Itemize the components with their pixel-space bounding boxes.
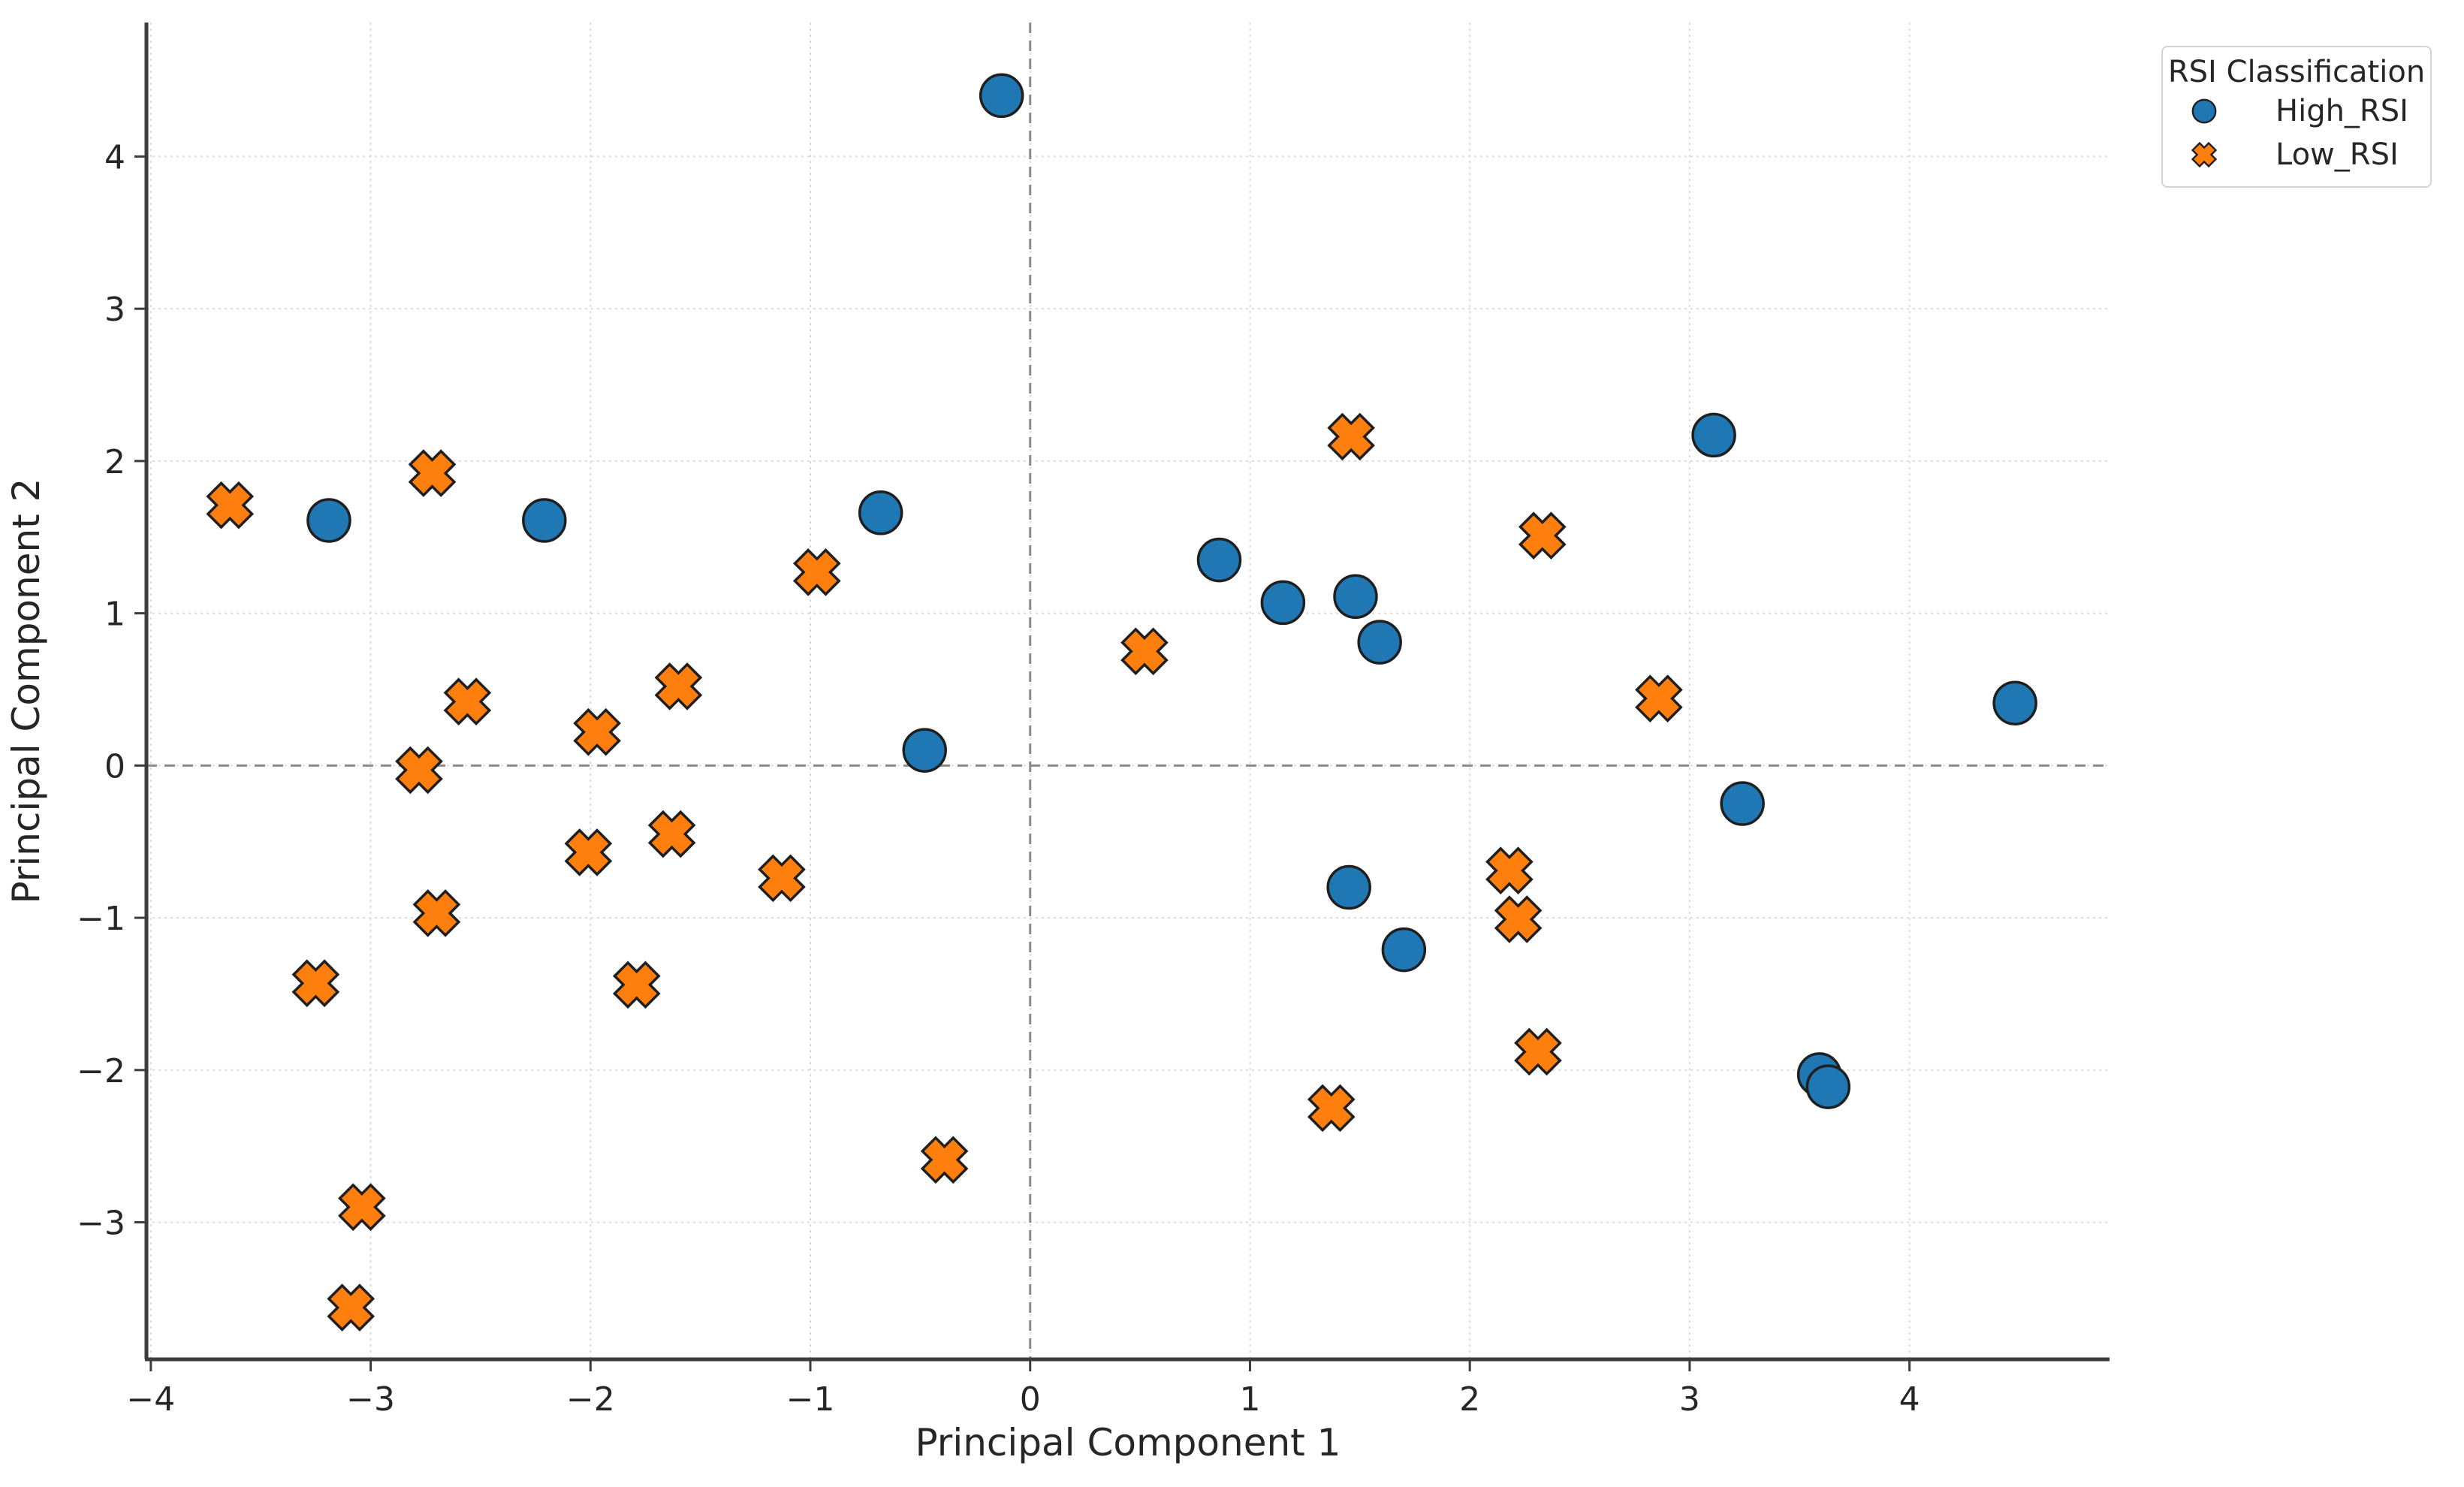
scatter-point-low_rsi bbox=[564, 828, 613, 876]
scatter-point-high_rsi bbox=[1260, 580, 1306, 626]
x-axis-label: Principal Component 1 bbox=[915, 1421, 1341, 1464]
scatter-point-low_rsi bbox=[1120, 627, 1169, 676]
scatter-point-low_rsi bbox=[206, 481, 255, 529]
scatter-point-low_rsi bbox=[1307, 1084, 1356, 1133]
scatter-point-high_rsi bbox=[1720, 781, 1765, 826]
scatter-point-low_rsi bbox=[573, 707, 621, 756]
y-tick-label: 3 bbox=[104, 291, 125, 329]
y-tick-label: 1 bbox=[104, 596, 125, 634]
scatter-point-high_rsi bbox=[1805, 1064, 1851, 1109]
x-marker-icon bbox=[2163, 140, 2276, 169]
y-tick-label: 4 bbox=[104, 138, 125, 176]
y-tick-label: 0 bbox=[104, 747, 125, 786]
scatter-point-high_rsi bbox=[522, 498, 567, 543]
scatter-point-low_rsi bbox=[291, 959, 340, 1008]
legend-label-high-rsi: High_RSI bbox=[2276, 94, 2408, 128]
x-tick-label: −2 bbox=[566, 1380, 615, 1419]
y-tick-label: −2 bbox=[77, 1052, 125, 1090]
scatter-point-high_rsi bbox=[1691, 412, 1736, 458]
legend-box: RSI Classification High_RSI Low_RSI bbox=[2161, 46, 2432, 188]
legend-entry-low-rsi: Low_RSI bbox=[2163, 133, 2430, 176]
scatter-point-low_rsi bbox=[1635, 674, 1683, 722]
circle-marker-icon bbox=[2163, 97, 2276, 125]
x-tick-label: 2 bbox=[1459, 1380, 1480, 1419]
scatter-point-high_rsi bbox=[1196, 537, 1242, 583]
scatter-point-low_rsi bbox=[758, 854, 806, 903]
scatter-point-low_rsi bbox=[1327, 412, 1375, 461]
scatter-point-low_rsi bbox=[443, 677, 492, 726]
scatter-point-high_rsi bbox=[1357, 620, 1402, 665]
y-tick-label: −1 bbox=[77, 900, 125, 938]
scatter-point-low_rsi bbox=[395, 746, 443, 795]
y-tick-label: 2 bbox=[104, 443, 125, 481]
legend-title: RSI Classification bbox=[2167, 55, 2426, 89]
scatter-point-low_rsi bbox=[408, 449, 457, 497]
scatter-point-low_rsi bbox=[338, 1183, 386, 1232]
scatter-point-low_rsi bbox=[654, 662, 703, 710]
scatter-point-high_rsi bbox=[858, 490, 903, 535]
legend-entry-high-rsi: High_RSI bbox=[2163, 89, 2430, 133]
scatter-point-high_rsi bbox=[1381, 927, 1427, 973]
x-tick-label: −1 bbox=[786, 1380, 835, 1419]
legend-label-low-rsi: Low_RSI bbox=[2276, 137, 2399, 172]
scatter-point-low_rsi bbox=[647, 810, 696, 858]
scatter-point-high_rsi bbox=[1326, 864, 1371, 910]
scatter-point-low_rsi bbox=[1485, 846, 1534, 895]
scatter-point-low_rsi bbox=[327, 1283, 375, 1332]
scatter-point-low_rsi bbox=[1518, 511, 1567, 560]
x-tick-label: −4 bbox=[126, 1380, 175, 1419]
scatter-point-low_rsi bbox=[412, 889, 461, 937]
x-tick-label: 4 bbox=[1899, 1380, 1920, 1419]
scatter-point-high_rsi bbox=[979, 73, 1024, 119]
scatter-point-high_rsi bbox=[902, 728, 947, 773]
scatter-point-low_rsi bbox=[792, 548, 841, 596]
scatter-point-low_rsi bbox=[1514, 1027, 1562, 1076]
x-tick-label: 0 bbox=[1020, 1380, 1041, 1419]
scatter-point-high_rsi bbox=[1333, 574, 1378, 620]
x-tick-label: 3 bbox=[1679, 1380, 1700, 1419]
y-axis-label: Principal Component 2 bbox=[5, 478, 48, 904]
scatter-point-high_rsi bbox=[1992, 680, 2037, 725]
scatter-point-high_rsi bbox=[306, 498, 351, 543]
x-tick-label: −3 bbox=[346, 1380, 395, 1419]
scatter-point-low_rsi bbox=[1494, 895, 1543, 943]
scatter-point-low_rsi bbox=[920, 1136, 969, 1184]
y-tick-label: −3 bbox=[77, 1205, 125, 1243]
scatter-point-low_rsi bbox=[612, 961, 661, 1009]
x-tick-label: 1 bbox=[1239, 1380, 1260, 1419]
